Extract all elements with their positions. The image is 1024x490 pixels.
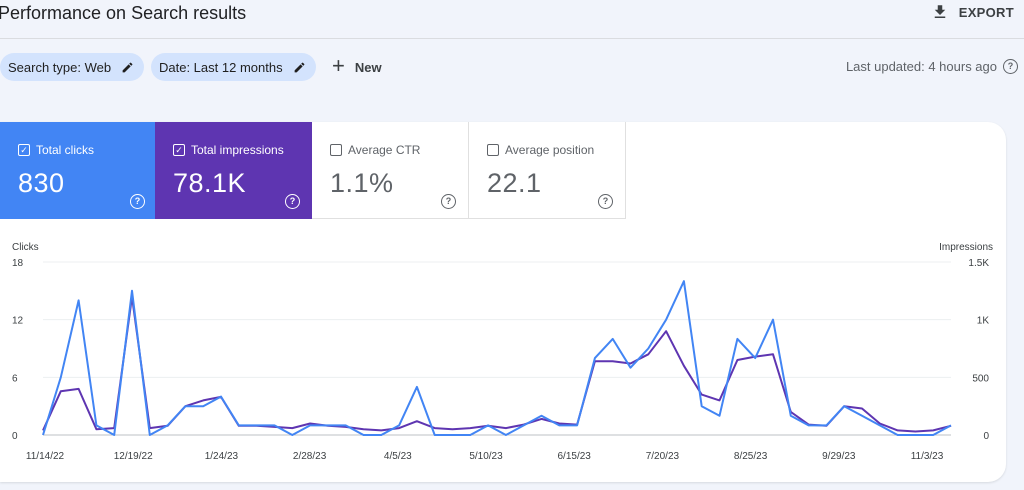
checkbox-unchecked-icon[interactable] bbox=[487, 144, 499, 156]
x-tick-label: 8/25/23 bbox=[734, 451, 768, 462]
metric-average-position[interactable]: Average position 22.1 ? bbox=[469, 122, 626, 219]
help-icon[interactable]: ? bbox=[285, 194, 300, 209]
new-filter-label: New bbox=[354, 59, 382, 75]
download-icon bbox=[934, 5, 945, 18]
x-tick-label: 2/28/23 bbox=[293, 451, 327, 462]
metric-total-impressions[interactable]: ✓ Total impressions 78.1K ? bbox=[155, 122, 312, 219]
date-range-chip[interactable]: Date: Last 12 months bbox=[151, 53, 316, 81]
metric-value: 830 bbox=[18, 168, 65, 198]
performance-chart[interactable]: Clicks Impressions 18 1.5K 12 1K 6 500 0 0 11/14… bbox=[0, 237, 1006, 467]
help-icon[interactable]: ? bbox=[130, 194, 145, 209]
metric-label: Total clicks bbox=[36, 143, 95, 157]
chart-ticks: 18 1.5K 12 1K 6 500 0 0 11/14/22 12/19/22 1/24/23 2… bbox=[12, 258, 989, 462]
series-line-clicks[interactable] bbox=[42, 280, 952, 436]
x-tick-label: 5/10/23 bbox=[469, 451, 503, 462]
page-title: Performance on Search results bbox=[0, 3, 247, 23]
performance-card: ✓ Total clicks 830 ? ✓ Total impressions 7… bbox=[0, 122, 1006, 482]
metric-average-ctr[interactable]: Average CTR 1.1% ? bbox=[312, 122, 469, 219]
checkbox-checked-icon[interactable]: ✓ bbox=[18, 144, 30, 156]
y-tick-label-right: 1.5K bbox=[968, 258, 989, 269]
search-type-chip[interactable]: Search type: Web bbox=[0, 53, 145, 81]
date-range-label: Date: Last 12 months bbox=[159, 59, 283, 75]
last-updated: Last updated: 4 hours ago ? bbox=[846, 59, 1018, 74]
y-tick-label-left: 6 bbox=[12, 373, 18, 384]
metric-label: Average CTR bbox=[348, 143, 421, 157]
y-tick-label-right: 500 bbox=[972, 373, 989, 384]
checkbox-checked-icon[interactable]: ✓ bbox=[173, 144, 185, 156]
metric-total-clicks[interactable]: ✓ Total clicks 830 ? bbox=[0, 122, 157, 219]
new-filter-button[interactable]: + New bbox=[332, 53, 382, 81]
plus-icon: + bbox=[332, 53, 345, 78]
y-tick-label-left: 12 bbox=[12, 316, 24, 327]
chart-grid bbox=[43, 261, 951, 436]
metric-label: Total impressions bbox=[191, 143, 284, 157]
x-tick-label: 6/15/23 bbox=[558, 451, 592, 462]
pencil-icon bbox=[122, 62, 133, 72]
metric-value: 1.1% bbox=[330, 168, 394, 198]
y-axis-label-right: Impressions bbox=[939, 242, 993, 253]
metric-label: Average position bbox=[505, 143, 595, 157]
help-icon[interactable]: ? bbox=[598, 194, 613, 209]
x-tick-label: 11/3/23 bbox=[911, 451, 944, 462]
y-axis-label-left: Clicks bbox=[12, 242, 39, 253]
metric-value: 22.1 bbox=[487, 168, 542, 198]
checkbox-unchecked-icon[interactable] bbox=[330, 144, 342, 156]
y-tick-label-left: 18 bbox=[12, 258, 24, 269]
x-tick-label: 4/5/23 bbox=[384, 451, 412, 462]
x-tick-label: 9/29/23 bbox=[822, 451, 856, 462]
x-tick-label: 1/24/23 bbox=[205, 451, 239, 462]
series-line-impressions[interactable] bbox=[42, 295, 952, 433]
y-tick-label-right: 1K bbox=[977, 316, 990, 327]
export-button[interactable]: EXPORT bbox=[931, 3, 1014, 21]
search-type-label: Search type: Web bbox=[8, 59, 112, 75]
y-tick-label-right: 0 bbox=[983, 431, 989, 442]
help-icon[interactable]: ? bbox=[441, 194, 456, 209]
pencil-icon bbox=[294, 62, 304, 72]
filter-bar: Search type: Web Date: Last 12 months + … bbox=[0, 53, 1024, 83]
x-tick-label: 12/19/22 bbox=[114, 451, 153, 462]
x-tick-label: 11/14/22 bbox=[26, 451, 65, 462]
top-bar: Performance on Search results EXPORT bbox=[0, 0, 1024, 39]
metric-value: 78.1K bbox=[173, 168, 247, 198]
chart-series bbox=[42, 280, 952, 436]
x-tick-label: 7/20/23 bbox=[646, 451, 680, 462]
help-icon[interactable]: ? bbox=[1003, 59, 1018, 74]
export-label: EXPORT bbox=[958, 4, 1014, 20]
y-tick-label-left: 0 bbox=[12, 431, 18, 442]
last-updated-text: Last updated: 4 hours ago bbox=[845, 59, 997, 74]
